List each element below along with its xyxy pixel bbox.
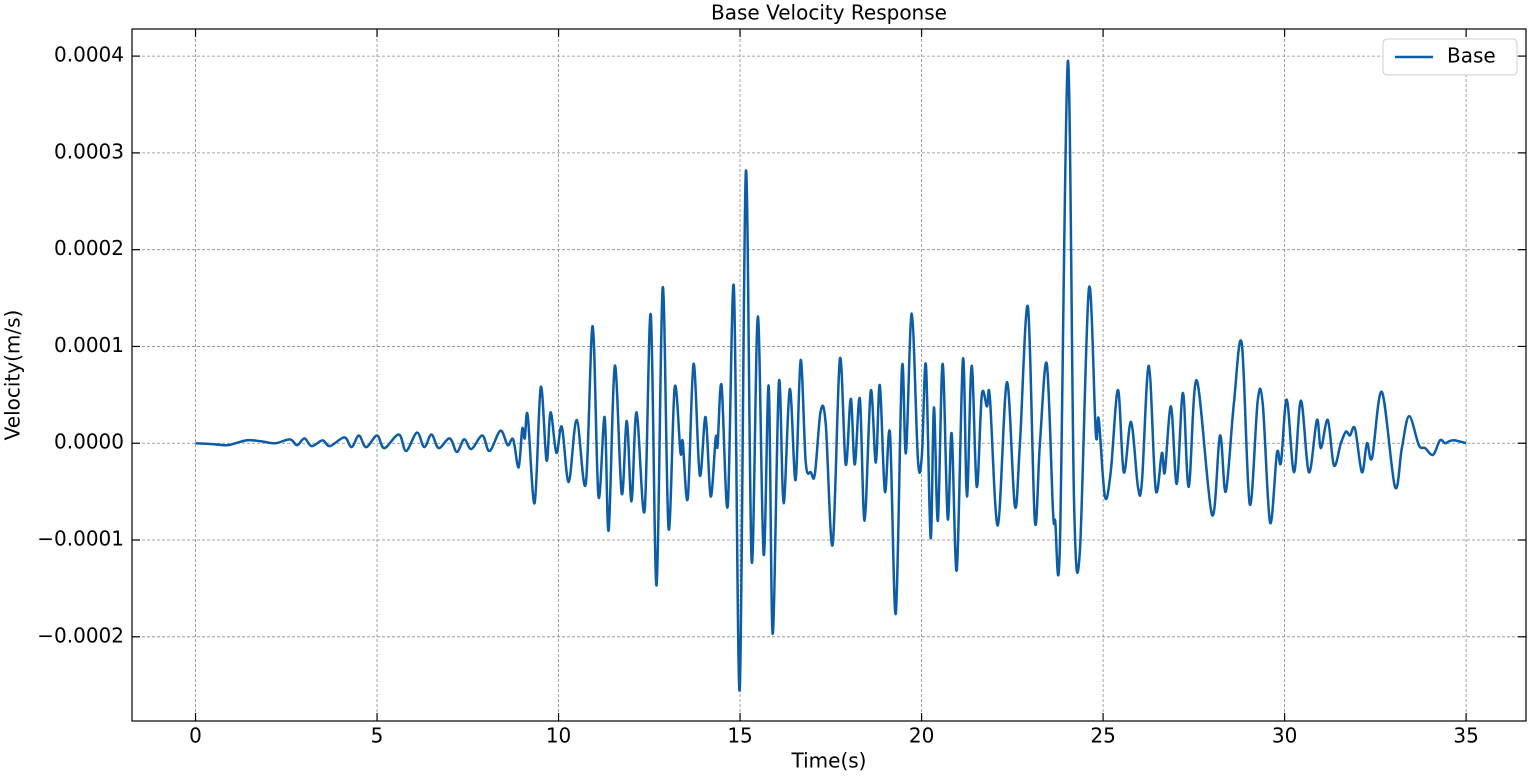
- y-tick-label: 0.0002: [54, 236, 124, 260]
- x-tick-label: 35: [1453, 724, 1478, 748]
- y-tick-label: 0.0004: [54, 43, 124, 67]
- chart-title: Base Velocity Response: [711, 1, 947, 25]
- x-tick-label: 20: [909, 724, 934, 748]
- legend-box: [1382, 38, 1518, 76]
- y-tick-label: −0.0001: [37, 527, 124, 551]
- y-axis-label: Velocity(m/s): [1, 310, 25, 441]
- legend-label: Base: [1447, 44, 1496, 68]
- y-tick-label: 0.0001: [54, 333, 124, 357]
- plot-frame: [131, 28, 1527, 722]
- y-tick-label: −0.0002: [37, 623, 124, 647]
- x-tick-label: 30: [1272, 724, 1297, 748]
- x-tick-label: 5: [371, 724, 384, 748]
- x-tick-label: 25: [1090, 724, 1115, 748]
- y-tick-label: 0.0003: [54, 139, 124, 163]
- data-line: [195, 59, 1467, 692]
- x-tick-label: 0: [189, 724, 202, 748]
- y-tick-label: 0.0000: [54, 430, 124, 454]
- x-axis-label: Time(s): [791, 749, 867, 773]
- x-tick-label: 10: [546, 724, 571, 748]
- x-tick-label: 15: [727, 724, 752, 748]
